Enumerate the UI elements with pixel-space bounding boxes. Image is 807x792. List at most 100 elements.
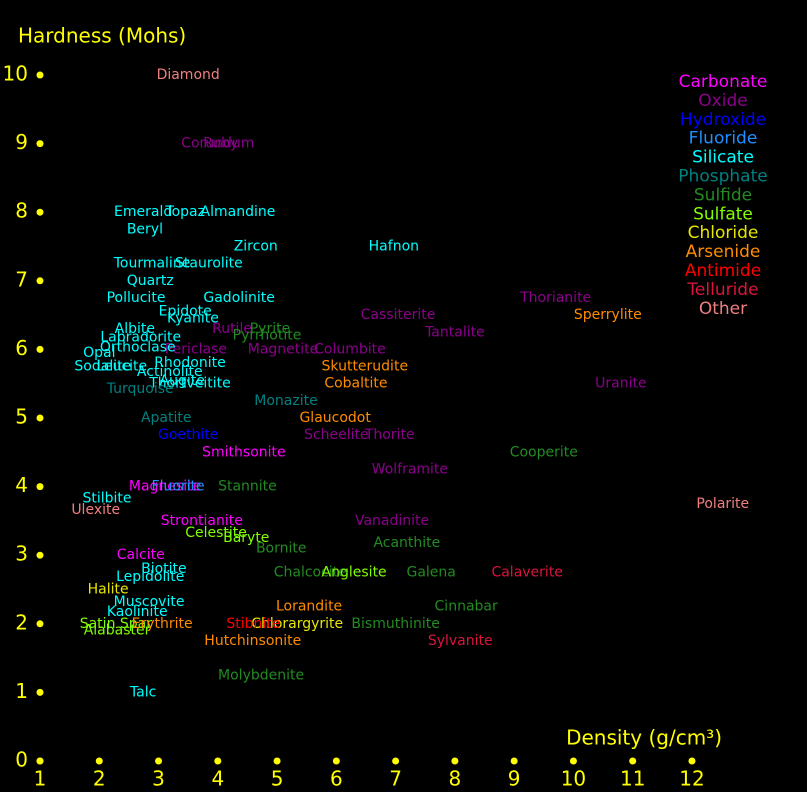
mineral-label: Glaucodot [299,410,371,426]
mineral-label: Lepidolite [116,569,184,585]
mineral-label: Periclase [165,341,227,357]
x-tick-label: 5 [271,767,284,791]
mineral-label: Topaz [164,204,205,220]
mineral-label: Magnesite [129,479,201,495]
legend-entry: Chloride [688,223,759,243]
mineral-label: Goethite [158,427,218,443]
mineral-label: Gadolinite [203,290,275,306]
x-tick-label: 10 [561,767,586,791]
x-tick-mark [95,757,103,765]
mineral-label: Celestite [185,525,247,541]
mineral-label: Ulexite [71,502,120,518]
y-tick-mark [36,414,44,422]
mineral-label: Skutterudite [322,359,409,375]
mineral-label: Kaolinite [107,604,168,620]
mineral-label: Erythrite [132,616,193,632]
mineral-label: Bornite [256,540,307,556]
x-tick-label: 4 [211,767,224,791]
mineral-label: Bismuthinite [351,616,439,632]
y-tick-label: 7 [15,267,28,291]
mineral-label: Cooperite [510,444,578,460]
mineral-label: Monazite [254,393,317,409]
x-tick-mark [510,757,518,765]
y-tick-label: 10 [3,62,28,86]
x-tick-mark [688,757,696,765]
mineral-label: Sylvanite [428,633,493,649]
legend-entry: Phosphate [678,167,767,187]
x-tick-label: 3 [152,767,165,791]
mineral-label: Biotite [141,561,187,577]
y-tick-label: 3 [15,542,28,566]
legend-entry: Telluride [686,280,758,300]
mineral-label: Polarite [696,496,749,512]
mineral-label: Opal [83,345,115,361]
mineral-label: Stibnite [226,616,280,632]
y-tick-label: 4 [15,473,28,497]
mineral-label: Molybdenite [218,667,304,683]
y-tick-mark [36,551,44,559]
mineral-label: Cassiterite [361,307,436,323]
x-tick-mark [392,757,400,765]
legend-entry: Carbonate [679,72,768,92]
mineral-label: Apatite [141,410,192,426]
mineral-label: Rhodonite [154,355,225,371]
x-tick-label: 8 [449,767,462,791]
mineral-label: Anglesite [322,564,387,580]
mineral-label: Thorite [364,427,415,443]
mineral-label: Staurolite [175,256,243,272]
y-tick-label: 6 [15,336,28,360]
y-tick-mark [36,140,44,148]
mineral-label: Albite [115,321,155,337]
legend-entry: Antimide [685,261,761,281]
mineral-label: Chlorargyrite [251,616,343,632]
mineral-label: Corundum [181,136,254,152]
mineral-label: Uranite [595,376,646,392]
x-tick-mark [214,757,222,765]
mineral-label: Tourmaline [113,256,191,272]
x-tick-mark [273,757,281,765]
x-tick-mark [155,757,163,765]
mineral-label: Talc [129,684,156,700]
mineral-label: Actinolite [137,364,203,380]
mineral-label: Cobaltite [324,376,387,392]
mineral-label: Rutile [212,321,252,337]
mineral-label: Satin Spar [80,616,153,632]
mineral-label: Hafnon [369,239,419,255]
mineral-label: Zircon [234,239,278,255]
mineral-label: Stilbite [82,490,131,506]
y-tick-mark [36,688,44,696]
mineral-label: Sperrylite [574,307,642,323]
mineral-label: Orthoclase [100,339,176,355]
legend-entry: Fluoride [689,129,758,149]
x-tick-mark [569,757,577,765]
mineral-label: Augite [160,373,205,389]
mineral-label: Pyrite [250,321,290,337]
mineral-label: Cinnabar [435,599,498,615]
legend-entry: Arsenide [686,242,761,262]
x-tick-mark [332,757,340,765]
x-tick-mark [36,757,44,765]
y-tick-mark [36,345,44,353]
mineral-label: Thorianite [519,290,591,306]
y-tick-label: 9 [15,130,28,154]
mineral-label: Epidote [159,304,212,320]
x-tick-label: 12 [679,767,704,791]
mineral-label: Galena [406,564,455,580]
mineral-label: Muscovite [114,594,185,610]
mineral-label: Pollucite [107,290,166,306]
mineral-label: Magnetite [248,341,319,357]
mineral-label: Beryl [127,221,163,237]
mineral-label: Turquoise [106,381,174,397]
x-tick-mark [451,757,459,765]
mineral-label: Sodalite [74,359,131,375]
mineral-label: Acanthite [373,535,440,551]
x-tick-label: 11 [620,767,645,791]
y-tick-label: 0 [15,748,28,772]
mineral-label: Ruby [203,136,238,152]
x-tick-label: 1 [34,767,47,791]
y-tick-mark [36,208,44,216]
x-tick-label: 2 [93,767,106,791]
x-tick-mark [629,757,637,765]
mineral-label: Alabaster [84,623,151,639]
mineral-label: Leucite [96,359,147,375]
